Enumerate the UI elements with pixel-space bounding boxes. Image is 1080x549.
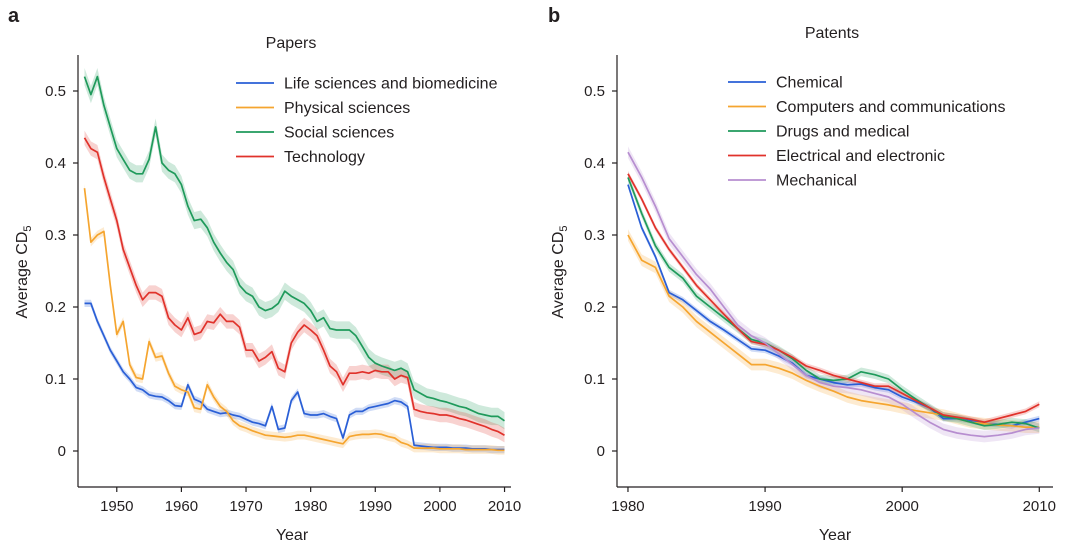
y-axis-label-subscript: 5 [22, 226, 34, 232]
legend-label: Physical sciences [284, 100, 410, 117]
y-axis-label-main: Average CD [14, 232, 31, 319]
x-tick-label: 2000 [885, 498, 918, 515]
confidence-band [628, 146, 1040, 443]
series-line [84, 302, 505, 451]
y-tick-label: 0.5 [584, 83, 605, 100]
x-tick-label: 1960 [165, 498, 198, 515]
y-tick-label: 0.1 [584, 371, 605, 388]
legend: Life sciences and biomedicine Physical sc… [236, 76, 498, 166]
axes: 0 0.1 0.2 0.3 0.4 0.5 1950 1960 1970 1980 1990 2000… [45, 55, 521, 515]
x-tick-label: 1950 [100, 498, 133, 515]
y-tick-label: 0 [597, 443, 605, 460]
confidence-band [84, 68, 505, 430]
y-tick-label: 0.5 [45, 83, 66, 100]
x-tick-label: 1990 [359, 498, 392, 515]
series-lines [83, 75, 505, 452]
series-line [627, 173, 1040, 424]
panel-b: b Patents 0 0.1 0.2 0.3 0.4 0.5 1980 1990 2000 20… [548, 5, 1056, 544]
legend-label: Electrical and electronic [776, 148, 945, 165]
series-line [83, 188, 505, 452]
confidence-band [628, 229, 1040, 433]
y-tick-label: 0.1 [45, 371, 66, 388]
series-line [83, 137, 505, 436]
series-line [627, 184, 1040, 427]
y-tick-label: 0.3 [45, 227, 66, 244]
legend-label: Social sciences [284, 125, 394, 142]
legend-label: Drugs and medical [776, 124, 909, 141]
series-line [627, 151, 1040, 438]
confidence-band [628, 170, 1040, 426]
y-tick-label: 0 [58, 443, 66, 460]
y-tick-label: 0.2 [45, 299, 66, 316]
legend-label: Technology [284, 149, 365, 166]
x-tick-label: 1980 [611, 498, 644, 515]
x-tick-label: 2010 [1023, 498, 1056, 515]
panel-letter: a [8, 5, 20, 27]
x-tick-label: 2010 [488, 498, 521, 515]
x-tick-label: 1970 [229, 498, 262, 515]
y-tick-label: 0.4 [45, 155, 66, 172]
panel-a: a Papers 0 0.1 0.2 0.3 0.4 0.5 1950 1960 1970 198… [8, 5, 521, 544]
y-axis-label: Average CD5 [550, 226, 570, 319]
y-axis-label: Average CD5 [14, 226, 34, 319]
legend-label: Mechanical [776, 173, 857, 190]
confidence-band [84, 299, 505, 454]
x-axis-label: Year [276, 527, 309, 544]
x-tick-label: 1990 [748, 498, 781, 515]
chart-title: Patents [805, 25, 859, 42]
y-tick-label: 0.2 [584, 299, 605, 316]
panel-letter: b [548, 5, 560, 27]
axes: 0 0.1 0.2 0.3 0.4 0.5 1980 1990 2000 2010 [584, 55, 1056, 515]
series-line [83, 75, 505, 422]
y-tick-label: 0.4 [584, 155, 605, 172]
y-tick-label: 0.3 [584, 227, 605, 244]
x-tick-label: 1980 [294, 498, 327, 515]
x-tick-label: 2000 [423, 498, 456, 515]
legend: Chemical Computers and communications Drug… [728, 75, 1005, 190]
confidence-bands [628, 146, 1040, 443]
x-axis-label: Year [819, 527, 852, 544]
legend-label: Life sciences and biomedicine [284, 76, 498, 93]
series-lines [627, 151, 1040, 438]
y-axis-label-subscript: 5 [558, 226, 570, 232]
legend-label: Computers and communications [776, 99, 1005, 116]
y-axis-label-main: Average CD [550, 232, 567, 319]
chart-title: Papers [266, 35, 317, 52]
series-line [627, 177, 1040, 429]
legend-label: Chemical [776, 75, 843, 92]
